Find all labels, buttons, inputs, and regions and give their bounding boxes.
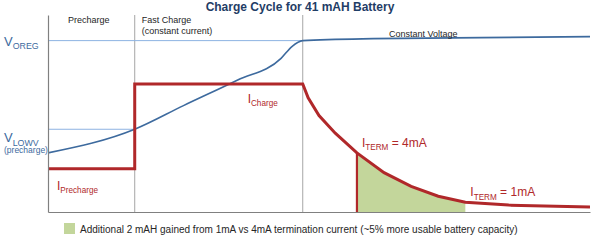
reference-line <box>48 129 135 130</box>
x-axis-line <box>49 212 591 213</box>
termination-label-part: = 4mA <box>388 136 426 150</box>
voltage-line <box>48 37 590 153</box>
legend-label: Additional 2 mAH gained from 1mA vs 4mA … <box>80 224 518 235</box>
labels: Charge Cycle for 41 mAH Battery Precharge… <box>4 0 535 202</box>
current-label: IPrecharge <box>57 179 98 195</box>
reference-line <box>48 40 303 41</box>
termination-label-part: TERM <box>365 143 388 152</box>
phase-divider <box>302 15 303 212</box>
y-axis <box>48 16 49 213</box>
current-label: ICharge <box>248 92 279 108</box>
plot-area <box>48 37 590 212</box>
legend-swatch <box>64 223 75 234</box>
current-line <box>48 84 590 207</box>
phase-sublabel: (constant current) <box>142 26 213 36</box>
termination-label: ITERM = 1mA <box>470 185 535 201</box>
y-axis-line <box>48 16 49 213</box>
voltage-note: (precharge) <box>4 145 48 155</box>
x-axis <box>49 212 591 213</box>
voltage-label-part: V <box>4 34 13 49</box>
termination-label-part: TERM <box>474 193 497 202</box>
phase-label: Constant Voltage <box>389 29 458 39</box>
gained-area <box>357 153 465 212</box>
voltage-label-part: V <box>4 130 13 145</box>
phases <box>135 15 303 212</box>
voltage-label-part: OREG <box>13 41 39 51</box>
voltage-label: VOREG <box>4 34 39 52</box>
current-label-part: Charge <box>251 99 278 108</box>
phase-label: Fast Charge <box>142 15 192 25</box>
termination-marker <box>356 153 358 212</box>
chart-title: Charge Cycle for 41 mAH Battery <box>206 0 395 14</box>
phase-label: Precharge <box>68 15 110 25</box>
termination-label: ITERM = 4mA <box>362 136 427 152</box>
current-label-part: Precharge <box>60 186 98 195</box>
termination-label-part: = 1mA <box>497 185 535 199</box>
legend: Additional 2 mAH gained from 1mA vs 4mA … <box>64 223 518 235</box>
chart-canvas: Charge Cycle for 41 mAH Battery Precharge… <box>0 0 600 244</box>
